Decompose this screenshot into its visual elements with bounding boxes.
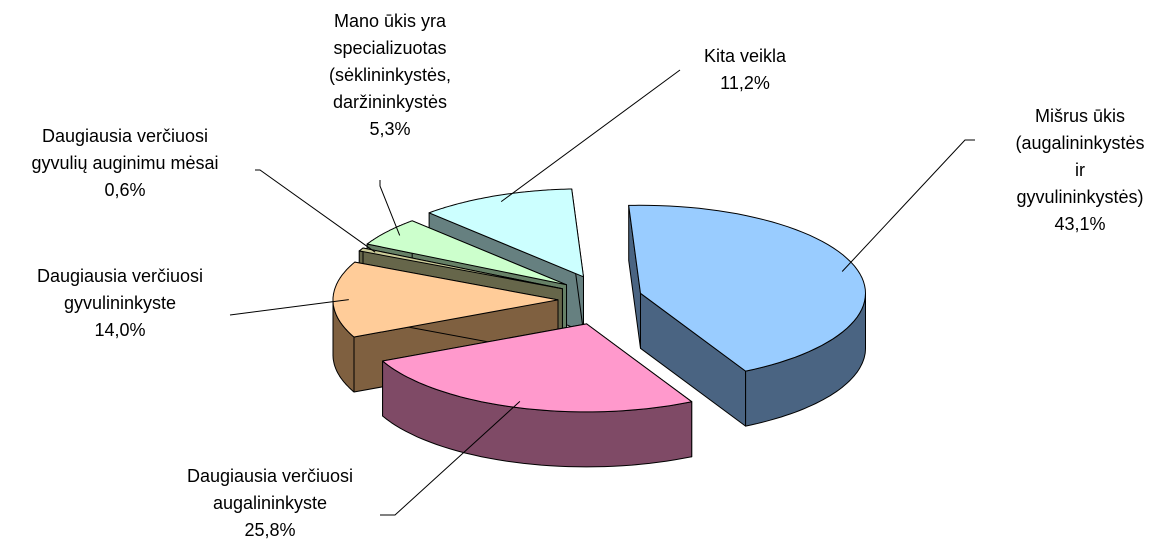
- category-label: Kita veikla: [703, 46, 787, 66]
- slice: [628, 204, 866, 372]
- leader-line: [255, 169, 376, 253]
- leader-line: [229, 299, 349, 316]
- slice: [382, 323, 693, 468]
- value-label: 25,8%: [244, 520, 296, 540]
- category-label: Daugiausia verčiuosi gyvulių auginimu mė…: [31, 126, 219, 173]
- slice: [428, 188, 584, 278]
- leader-line: [380, 401, 521, 516]
- slice: [628, 204, 866, 427]
- category-label: Daugiausia verčiuosi gyvulininkyste: [36, 266, 204, 313]
- value-label: 0,6%: [104, 180, 146, 200]
- value-label: 5,3%: [369, 119, 411, 139]
- leader-line: [841, 139, 975, 272]
- slice: [382, 323, 693, 413]
- slice: [332, 261, 559, 338]
- slice: [358, 247, 563, 290]
- slice: [366, 220, 568, 286]
- value-label: 11,2%: [720, 73, 770, 93]
- slice-label: Mišrus ūkis (augalininkystės ir gyvulini…: [1015, 103, 1144, 238]
- leader-line: [379, 180, 401, 236]
- slice-label: Kita veikla 11,2%: [704, 43, 786, 97]
- category-label: Daugiausia verčiuosi augalininkyste: [186, 466, 354, 513]
- category-label: Mišrus ūkis (augalininkystės ir gyvulini…: [1015, 106, 1145, 207]
- value-label: 43,1%: [1054, 214, 1106, 234]
- category-label: Mano ūkis yra specializuotas (sėklininky…: [328, 11, 452, 112]
- slice-label: Daugiausia verčiuosi gyvulių auginimu mė…: [31, 123, 218, 204]
- value-label: 14,0%: [94, 320, 146, 340]
- slice-label: Mano ūkis yra specializuotas (sėklininky…: [329, 8, 451, 143]
- slice-label: Daugiausia verčiuosi gyvulininkyste 14,0%: [37, 263, 203, 344]
- leader-line: [500, 69, 681, 203]
- slice-label: Daugiausia verčiuosi augalininkyste 25,8%: [187, 463, 353, 544]
